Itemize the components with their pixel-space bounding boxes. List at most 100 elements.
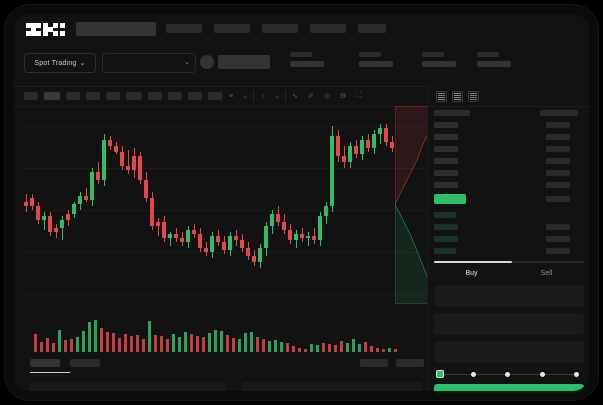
volume-bar: [76, 337, 79, 352]
timeframe-button-7[interactable]: [148, 92, 162, 100]
orderbook-ask-row[interactable]: [434, 170, 458, 176]
orderbook-bid-size[interactable]: [546, 248, 570, 254]
nav-item-2[interactable]: [214, 24, 250, 33]
slider-stop-25[interactable]: [470, 371, 476, 377]
volume-bar: [196, 336, 199, 352]
candle: [204, 106, 208, 306]
submit-buy-button[interactable]: [434, 384, 584, 391]
orderbook-ask-size[interactable]: [546, 182, 570, 188]
slider-handle[interactable]: [436, 370, 444, 378]
volume-bar: [190, 334, 193, 352]
volume-bar: [58, 330, 61, 352]
bottom-action-1[interactable]: [360, 359, 388, 367]
app-screen: Spot Trading ⌄ ⌄ ≡ ⌄ ↕ ⌄ ∿ ✐ ◎ ⚙ ⛶ Buy Sell: [14, 14, 589, 391]
fullscreen-icon[interactable]: ⛶: [356, 92, 362, 99]
tab-open-orders[interactable]: [30, 359, 60, 367]
orderbook-ask-size[interactable]: [546, 158, 570, 164]
orderbook-ask-row[interactable]: [434, 146, 458, 152]
candle: [60, 106, 64, 306]
candle: [354, 106, 358, 306]
order-amount-slider[interactable]: [436, 370, 582, 378]
toolbar-separator: [253, 90, 254, 102]
orderbook-current-size[interactable]: [546, 196, 570, 202]
chevron-down-icon[interactable]: ⌄: [242, 93, 248, 100]
bottom-action-2[interactable]: [396, 359, 424, 367]
volume-bar: [112, 333, 115, 352]
order-total-field[interactable]: [434, 341, 584, 363]
volume-bar: [310, 344, 313, 352]
slider-stop-100[interactable]: [574, 371, 579, 377]
timeframe-button-1[interactable]: [24, 92, 38, 100]
orderbook-view-bids-icon[interactable]: [452, 91, 463, 102]
orderbook-column-header-size[interactable]: [540, 110, 578, 116]
timeframe-button-3[interactable]: [66, 92, 80, 100]
slider-stop-75[interactable]: [539, 371, 545, 377]
orderbook-bid-size[interactable]: [546, 236, 570, 242]
timeframe-button-4[interactable]: [86, 92, 100, 100]
order-amount-field[interactable]: [434, 313, 584, 335]
nav-item-1[interactable]: [166, 24, 202, 33]
nav-item-5[interactable]: [358, 24, 386, 33]
orderbook-view-both-icon[interactable]: [436, 91, 447, 102]
volume-bar: [316, 345, 319, 352]
orderbook-bid-row[interactable]: [434, 248, 456, 254]
candle: [318, 106, 322, 306]
orderbook-view-asks-icon[interactable]: [468, 91, 479, 102]
line-style-icon[interactable]: ∿: [292, 93, 298, 100]
trading-pair-select[interactable]: ⌄: [102, 53, 196, 73]
settings-icon[interactable]: ⚙: [339, 93, 347, 100]
candle: [180, 106, 184, 306]
timeframe-button-5[interactable]: [106, 92, 120, 100]
volume-bar: [298, 348, 301, 352]
chevron-down-icon-2[interactable]: ⌄: [274, 93, 280, 100]
slider-stop-50[interactable]: [505, 371, 510, 377]
orderbook-column-header-price[interactable]: [434, 110, 470, 116]
compare-icon[interactable]: ↕: [261, 92, 265, 100]
nav-item-4[interactable]: [310, 24, 346, 33]
tab-sell[interactable]: Sell: [540, 269, 553, 277]
order-price-field[interactable]: [434, 285, 584, 307]
orderbook-ask-row[interactable]: [434, 182, 458, 188]
timeframe-button-10[interactable]: [208, 92, 222, 100]
orderbook-current-price[interactable]: [434, 194, 466, 204]
candle: [198, 106, 202, 306]
nav-item-3[interactable]: [262, 24, 298, 33]
candle: [156, 106, 160, 306]
orderbook-ask-size[interactable]: [546, 134, 570, 140]
draw-icon[interactable]: ✐: [308, 93, 314, 100]
okx-logo-icon[interactable]: [26, 23, 66, 36]
orderbook-ask-size[interactable]: [546, 122, 570, 128]
alert-icon[interactable]: ◎: [323, 93, 331, 100]
candle: [144, 106, 148, 306]
orderbook-and-order-panel: Buy Sell: [427, 86, 589, 391]
indicator-icon[interactable]: ≡: [228, 92, 234, 100]
orderbook-bid-size[interactable]: [546, 224, 570, 230]
candle: [294, 106, 298, 306]
orderbook-ask-size[interactable]: [546, 146, 570, 152]
timeframe-button-6[interactable]: [126, 92, 142, 100]
orderbook-ask-row[interactable]: [434, 158, 458, 164]
orderbook-ask-row[interactable]: [434, 134, 458, 140]
spot-trading-dropdown[interactable]: Spot Trading ⌄: [24, 53, 96, 73]
orderbook-bid-row[interactable]: [434, 236, 458, 242]
volume-bar: [232, 338, 235, 352]
candle: [96, 106, 100, 306]
global-search-input[interactable]: [76, 22, 156, 36]
timeframe-button-9[interactable]: [188, 92, 202, 100]
volume-bar: [130, 336, 133, 352]
tab-order-history[interactable]: [70, 359, 100, 367]
candle: [138, 106, 142, 306]
price-candlestick-chart[interactable]: [14, 106, 427, 306]
orderbook-bid-row[interactable]: [434, 212, 456, 218]
volume-bar: [118, 338, 121, 352]
timeframe-button-2[interactable]: [44, 92, 60, 100]
toolbar-separator: [285, 90, 286, 102]
tab-buy[interactable]: Buy: [465, 269, 478, 277]
orderbook-ask-size[interactable]: [546, 170, 570, 176]
orderbook-bid-row[interactable]: [434, 224, 458, 230]
orderbook-ask-row[interactable]: [434, 122, 458, 128]
timeframe-button-8[interactable]: [168, 92, 182, 100]
volume-bar: [172, 334, 175, 352]
candle: [300, 106, 304, 306]
candle: [150, 106, 154, 306]
